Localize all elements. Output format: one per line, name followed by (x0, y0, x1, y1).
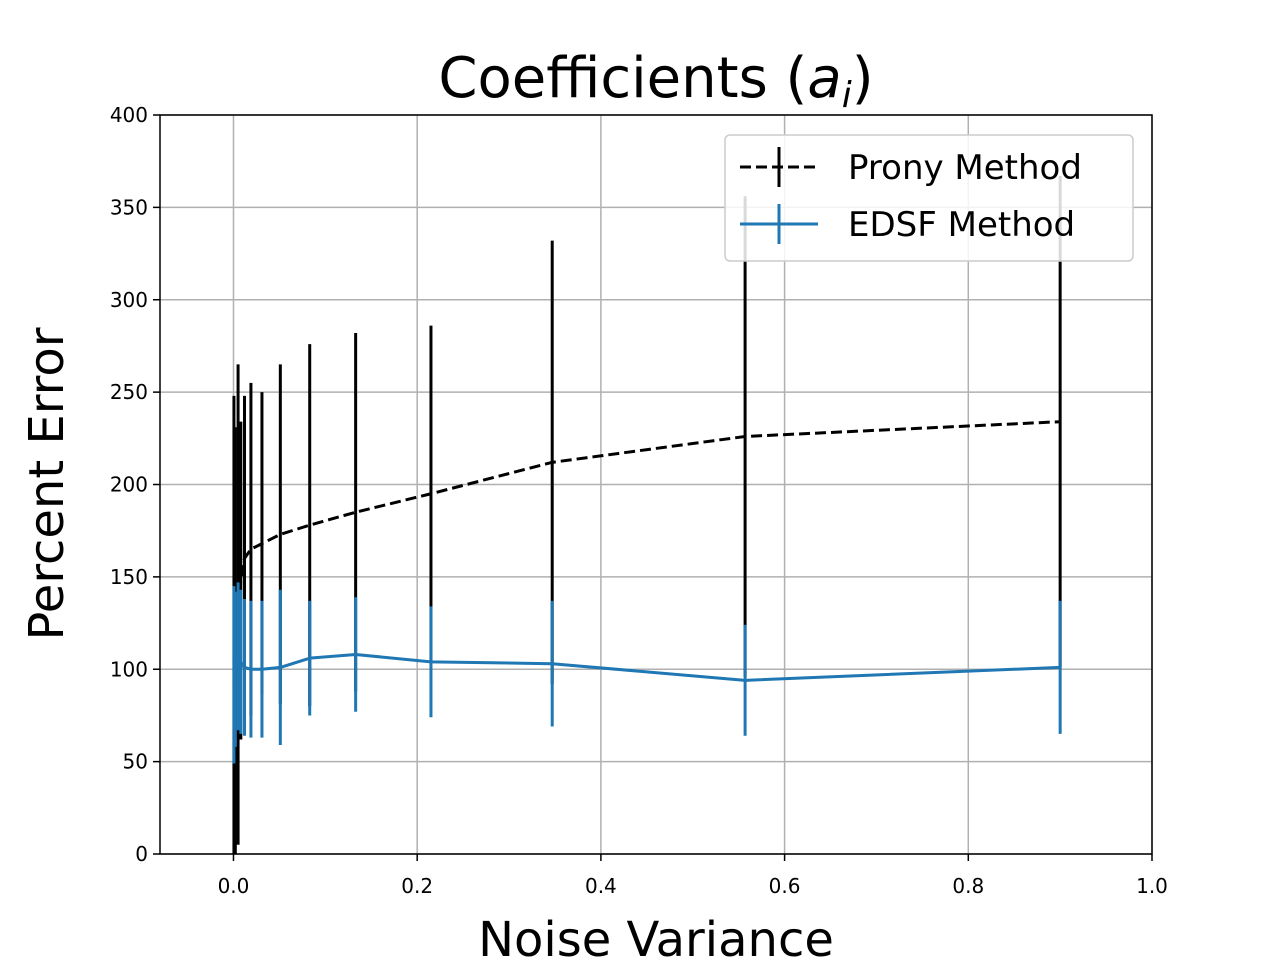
x-axis-label: Noise Variance (478, 912, 834, 960)
y-tick-label: 300 (110, 288, 148, 312)
x-tick-label: 0.2 (401, 874, 433, 898)
y-tick-label: 350 (110, 195, 148, 219)
series-layer (232, 175, 1062, 854)
y-tick-label: 200 (110, 473, 148, 497)
x-tick-label: 1.0 (1136, 874, 1168, 898)
legend-label-edsf: EDSF Method (848, 205, 1075, 245)
chart-title-text: Coefficients ( (438, 46, 807, 111)
y-tick-label: 400 (110, 103, 148, 127)
legend-box (724, 134, 1134, 262)
chart-title: Coefficients (ai) (438, 46, 873, 116)
x-tick-label: 0.8 (952, 874, 984, 898)
y-tick-label: 100 (110, 657, 148, 681)
x-tick-label: 0.6 (769, 874, 801, 898)
chart-title-end: ) (852, 46, 874, 111)
y-axis-label: Percent Error (19, 327, 75, 640)
ticks: 0.0 0.2 0.4 0.6 0.8 1.0 0 50 100 150 200 250 300 350 4… (110, 103, 1168, 898)
y-tick-label: 0 (135, 842, 148, 866)
x-tick-label: 0.4 (585, 874, 617, 898)
prony-method-line (232, 420, 1061, 688)
series-edsf-method (232, 582, 1062, 764)
chart-title-sub: i (842, 75, 852, 116)
y-tick-label: 50 (123, 750, 148, 774)
edsf-method-line (232, 652, 1061, 682)
series-prony-method (232, 175, 1062, 854)
chart-title-var: a (807, 46, 841, 111)
x-tick-label: 0.0 (218, 874, 250, 898)
y-tick-label: 250 (110, 380, 148, 404)
legend: Prony Method EDSF Method (724, 134, 1134, 262)
legend-label-prony: Prony Method (848, 148, 1082, 188)
y-tick-label: 150 (110, 565, 148, 589)
